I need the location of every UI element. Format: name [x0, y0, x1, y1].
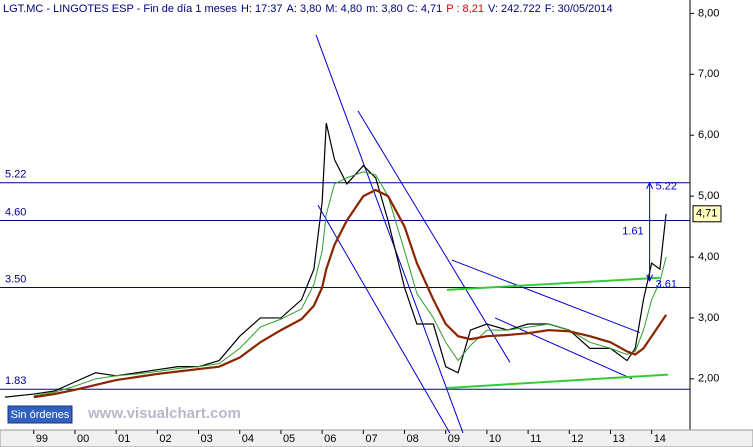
y-tick-label: 2,00: [698, 373, 719, 385]
series-line: [33, 171, 667, 397]
y-tick-label: 7,00: [698, 68, 719, 80]
title-part: F: 30/05/2014: [545, 3, 613, 15]
y-tick-label: 4,00: [698, 251, 719, 263]
arrow-head: [646, 274, 654, 282]
last-price-label: 4,71: [696, 208, 717, 220]
trendline: [446, 276, 660, 291]
level-label: 3.50: [5, 273, 26, 285]
button-label[interactable]: Sin órdenes: [11, 409, 70, 421]
x-tick-label: 03: [201, 433, 213, 445]
x-tick-label: 10: [489, 433, 501, 445]
x-tick-label: 05: [283, 433, 295, 445]
x-tick-label: 06: [324, 433, 336, 445]
x-tick-label: 01: [118, 433, 130, 445]
plot: 5.22 4.60 3.50 1.83 5.22 3.61 1.61: [0, 34, 690, 434]
title-part: A: 3,80: [287, 3, 322, 15]
trendline: [317, 205, 451, 434]
measure-label: 5.22: [656, 181, 677, 193]
y-tick-label: 3,00: [698, 312, 719, 324]
trendline: [446, 373, 669, 389]
level-label: 4.60: [5, 206, 26, 218]
title-part: P : 8,21: [446, 3, 484, 15]
measure-diff: 1.61: [622, 226, 643, 238]
title-part: LGT.MC - LINGOTES ESP - Fin de día 1 mes…: [3, 3, 237, 15]
y-tick-label: 6,00: [698, 129, 719, 141]
x-tick-label: 11: [530, 433, 541, 445]
title-part: H: 17:37: [241, 3, 283, 15]
x-tick-label: 07: [365, 433, 377, 445]
watermark: www.visualchart.com: [87, 405, 241, 422]
last-price-box: [692, 205, 722, 223]
level-label: 1.83: [5, 375, 26, 387]
trendline: [357, 110, 511, 363]
title-part: M: 4,80: [325, 3, 362, 15]
button[interactable]: [7, 405, 73, 424]
x-tick-label: 00: [77, 433, 89, 445]
series-line: [4, 122, 667, 398]
y-tick-label: 5,00: [698, 190, 719, 202]
x-tick-label: 13: [612, 433, 624, 445]
trendline: [315, 34, 464, 434]
x-tick-label: 08: [407, 433, 419, 445]
x-axis-bar: [0, 429, 753, 447]
x-tick-label: 02: [159, 433, 171, 445]
trendline: [451, 259, 640, 334]
arrow-head: [646, 181, 654, 189]
x-tick-label: 99: [36, 433, 48, 445]
title: LGT.MC - LINGOTES ESP - Fin de día 1 mes…: [3, 3, 613, 15]
y-tick-label: 8,00: [698, 7, 719, 19]
series-line: [33, 188, 668, 399]
measure-label: 3.61: [656, 279, 677, 291]
x-tick-label: 09: [448, 433, 460, 445]
x-tick-label: 12: [571, 433, 583, 445]
title-part: m: 3,80: [366, 3, 403, 15]
x-tick-label: 14: [654, 433, 666, 445]
level-label: 5.22: [5, 169, 26, 181]
x-tick-label: 04: [242, 433, 254, 445]
title-part: C: 4,71: [407, 3, 442, 15]
title-part: V: 242.722: [488, 3, 541, 15]
